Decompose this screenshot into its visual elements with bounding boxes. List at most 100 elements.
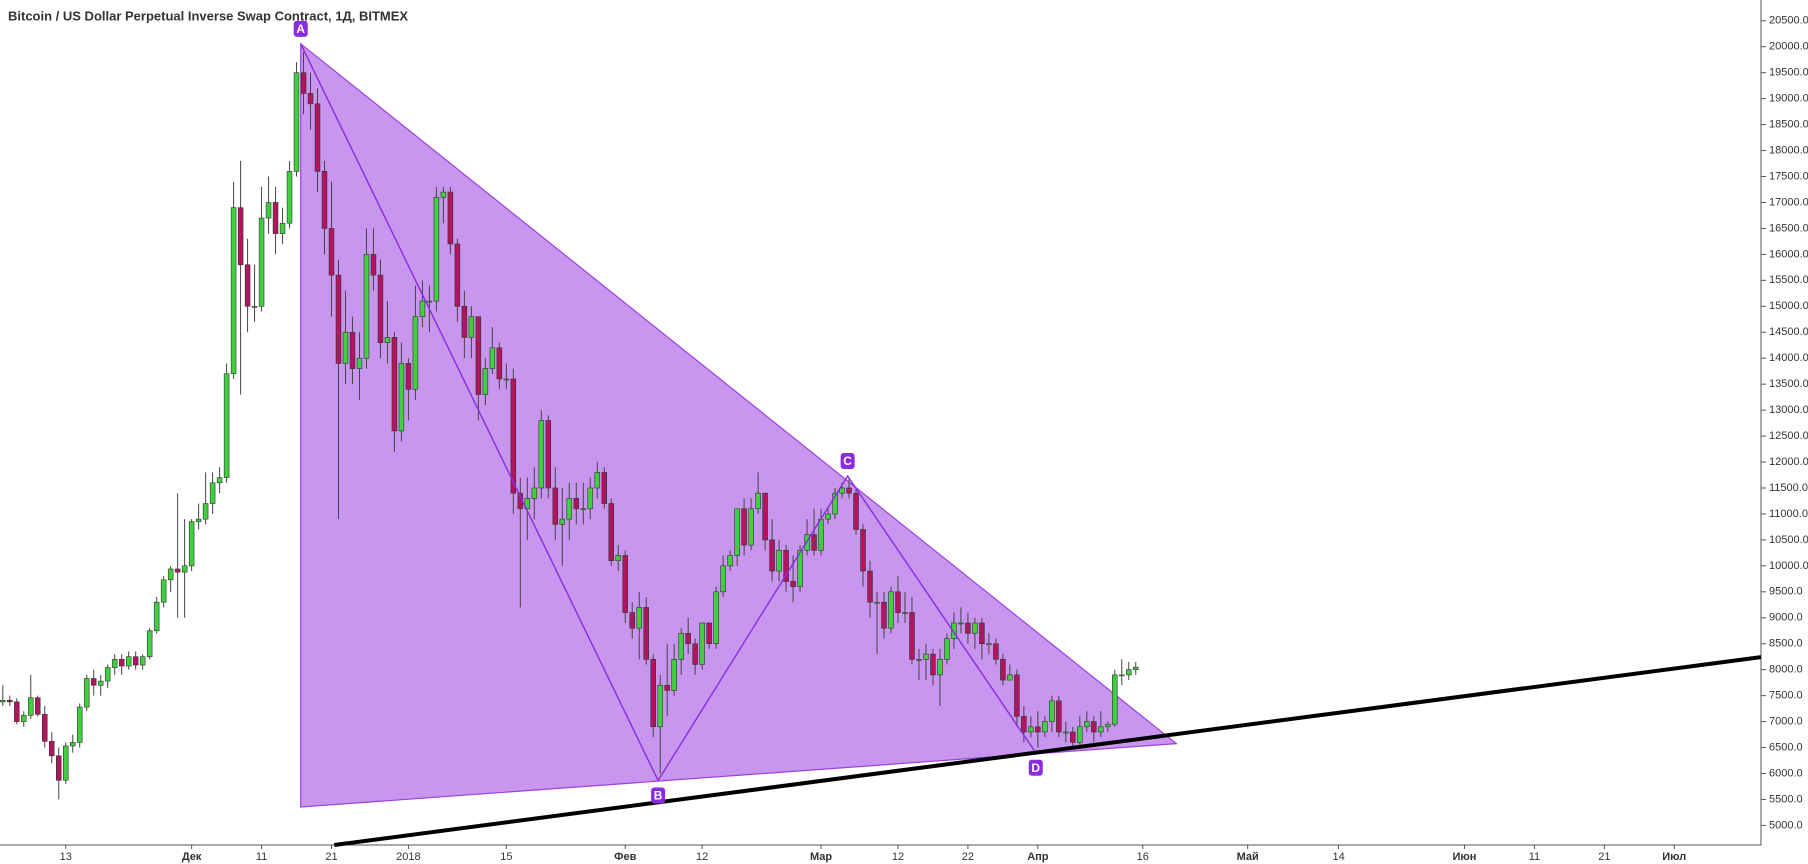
candle-body xyxy=(762,492,768,541)
candle-body xyxy=(615,555,621,561)
y-tick-label: 11500.0 xyxy=(1769,482,1808,494)
candle-body xyxy=(503,378,510,381)
y-tick-label: 16000.0 xyxy=(1769,248,1808,260)
candle-body xyxy=(552,487,559,525)
y-tick-label: 12500.0 xyxy=(1769,430,1808,442)
candle-body xyxy=(35,697,41,715)
x-tick-label: Мар xyxy=(810,851,832,863)
candle-body xyxy=(643,607,649,660)
candle-body xyxy=(671,659,677,691)
candle-body xyxy=(49,741,55,757)
candle-body xyxy=(272,202,279,234)
candle-body xyxy=(468,316,475,338)
candle-body xyxy=(314,103,321,172)
candle-body xyxy=(965,622,971,634)
candle-body xyxy=(811,534,817,551)
y-tick-label: 8000.0 xyxy=(1769,664,1803,676)
x-tick-label: 14 xyxy=(1332,851,1344,863)
candle-body xyxy=(853,492,859,530)
y-tick-label: 16500.0 xyxy=(1769,222,1808,234)
candle-body xyxy=(125,656,132,667)
candle-body xyxy=(377,274,384,343)
candle-body xyxy=(167,568,174,581)
candle-body xyxy=(860,529,866,572)
candle-body xyxy=(42,714,48,742)
candle-body xyxy=(97,680,104,686)
candle-body xyxy=(916,659,922,661)
y-tick-label: 7500.0 xyxy=(1769,690,1803,702)
candle-body xyxy=(279,222,286,234)
candle-body xyxy=(1035,726,1041,733)
candle-body xyxy=(713,591,719,645)
candle-body xyxy=(622,555,628,613)
y-tick-label: 5000.0 xyxy=(1769,819,1803,831)
candle-body xyxy=(132,656,139,666)
pattern-label: B xyxy=(654,789,663,803)
candle-body xyxy=(867,570,873,603)
candle-body xyxy=(734,508,740,556)
x-tick-label: 12 xyxy=(696,851,708,863)
y-tick-label: 10500.0 xyxy=(1769,534,1808,546)
candle-body xyxy=(510,378,517,494)
candle-body xyxy=(720,565,726,593)
y-tick-label: 9000.0 xyxy=(1769,612,1803,624)
candle-body xyxy=(783,549,789,582)
candle-body xyxy=(608,503,614,561)
candle-body xyxy=(909,612,915,660)
candle-body xyxy=(293,72,300,172)
candle-body xyxy=(1056,700,1062,733)
candle-body xyxy=(1112,674,1118,725)
candle-body xyxy=(531,487,538,499)
candle-body xyxy=(1126,669,1132,676)
pattern-label-box xyxy=(651,787,666,804)
candle-body xyxy=(286,171,293,224)
candle-body xyxy=(993,643,999,660)
y-tick-label: 13500.0 xyxy=(1769,378,1808,390)
candle-body xyxy=(699,622,705,665)
y-tick-label: 7000.0 xyxy=(1769,716,1803,728)
chart-title: Bitcoin / US Dollar Perpetual Inverse Sw… xyxy=(8,8,408,23)
y-tick-label: 6500.0 xyxy=(1769,741,1803,753)
y-tick-label: 12000.0 xyxy=(1769,456,1808,468)
candle-body xyxy=(937,659,943,676)
candle-body xyxy=(482,368,489,395)
y-tick-label: 15000.0 xyxy=(1769,300,1808,312)
y-tick-label: 10000.0 xyxy=(1769,560,1808,572)
x-tick-label: Май xyxy=(1237,851,1259,863)
candle-body xyxy=(223,373,230,478)
candle-body xyxy=(559,518,566,525)
candle-body xyxy=(426,300,433,303)
pattern-label: C xyxy=(843,454,852,468)
candle-body xyxy=(902,612,908,614)
candle-body xyxy=(727,555,733,567)
candle-body xyxy=(825,513,831,520)
candle-body xyxy=(587,487,594,510)
candle-body xyxy=(1014,674,1020,717)
candle-body xyxy=(461,305,468,338)
candle-body xyxy=(1070,731,1076,743)
candle-body xyxy=(755,492,761,510)
y-tick-label: 17500.0 xyxy=(1769,170,1808,182)
candle-body xyxy=(440,191,447,198)
candle-body xyxy=(1000,659,1006,681)
candle-body xyxy=(391,337,398,432)
abcd-pattern xyxy=(300,43,1037,782)
candle-body xyxy=(1021,716,1027,733)
candle-body xyxy=(685,633,691,645)
x-tick-label: Фев xyxy=(614,851,637,863)
candle-body xyxy=(202,503,209,520)
candle-body xyxy=(629,612,635,629)
candle-body xyxy=(300,72,307,94)
x-tick-label: 11 xyxy=(256,851,267,863)
candle-body xyxy=(958,622,964,625)
candle-body xyxy=(1063,731,1069,734)
candle-body xyxy=(55,755,62,781)
x-tick-label: Апр xyxy=(1027,851,1049,863)
candle-body xyxy=(195,518,202,523)
y-tick-label: 8500.0 xyxy=(1769,638,1803,650)
candle-body xyxy=(895,591,901,613)
y-tick-label: 19000.0 xyxy=(1769,93,1808,105)
candle-body xyxy=(384,337,391,343)
